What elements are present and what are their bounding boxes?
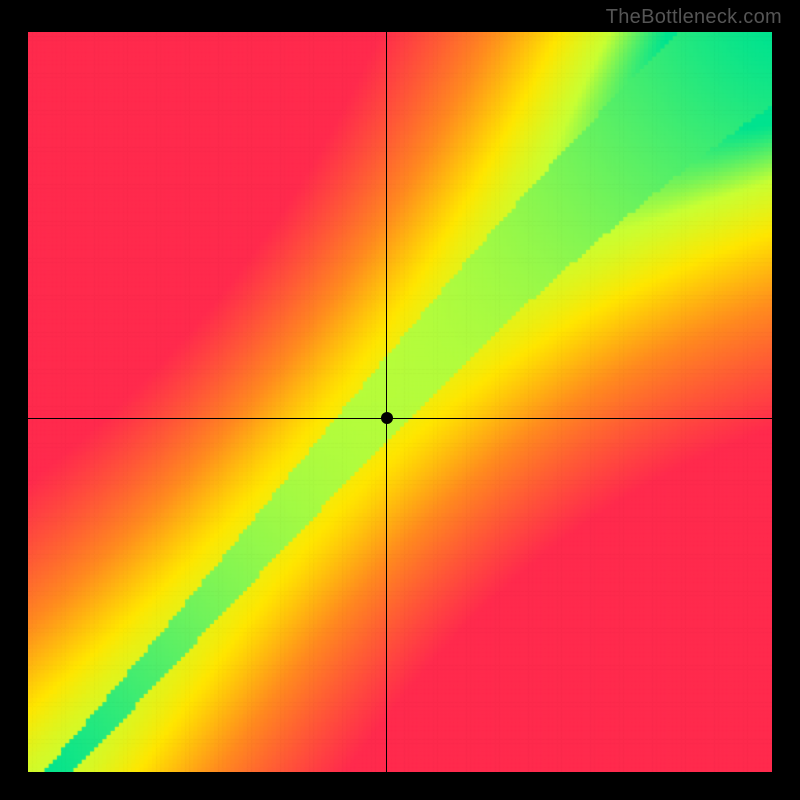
watermark-text: TheBottleneck.com [606, 6, 782, 29]
chart-container: TheBottleneck.com [0, 0, 800, 800]
plot-area [28, 32, 772, 772]
crosshair-vertical [386, 32, 387, 772]
data-point-marker [381, 412, 393, 424]
heatmap-canvas [28, 32, 772, 772]
crosshair-horizontal [28, 418, 772, 419]
